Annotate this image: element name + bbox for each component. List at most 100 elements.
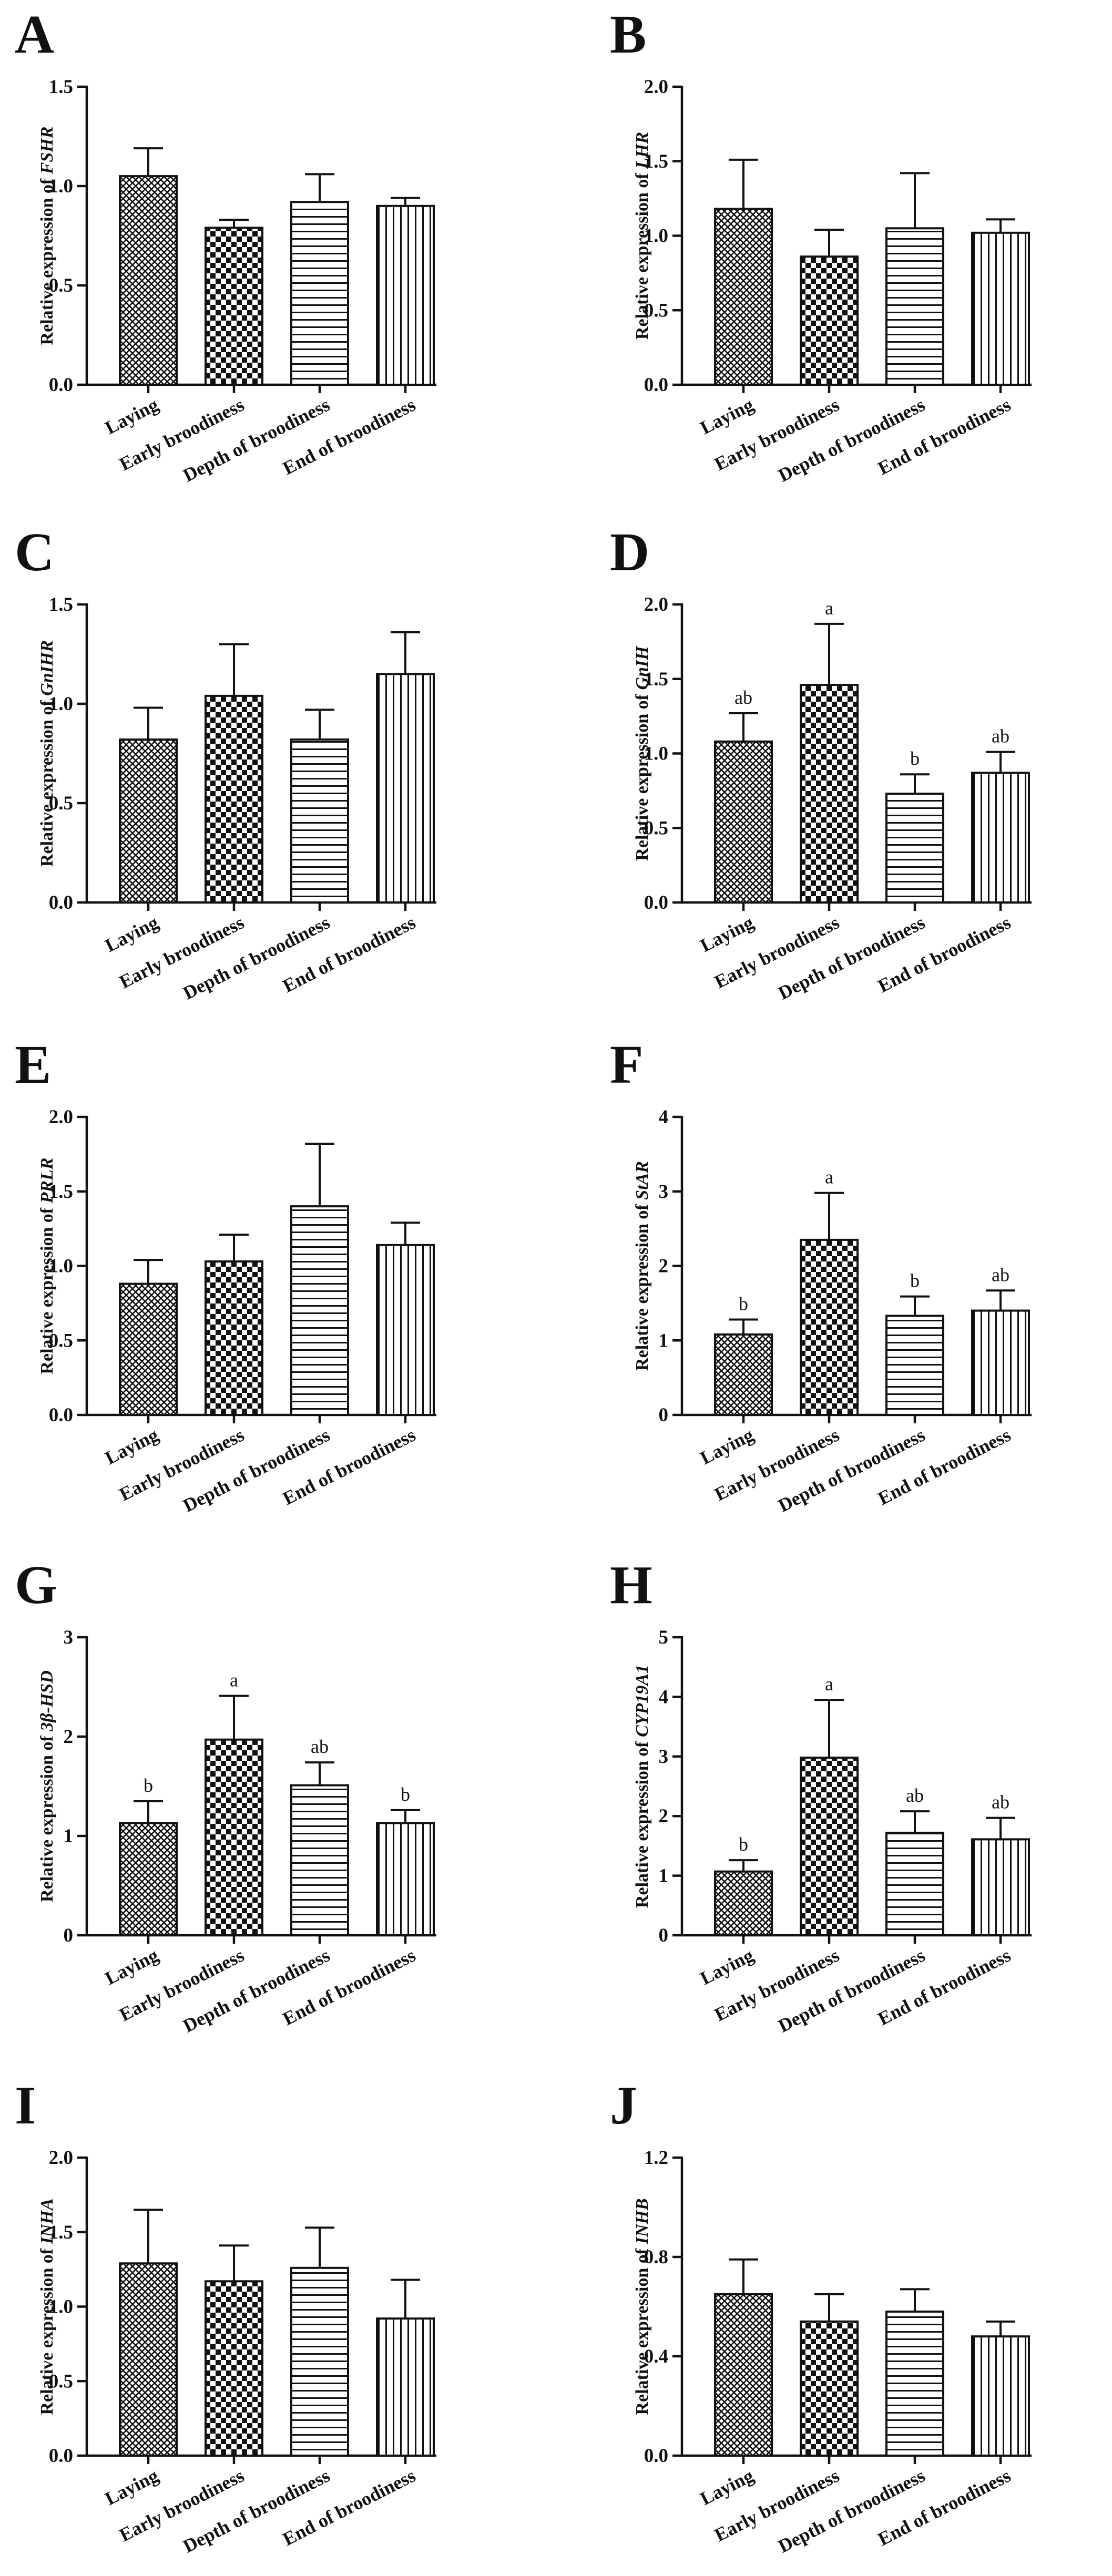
y-tick-label: 4 [659, 1106, 669, 1128]
y-axis-label: Relative expression of LHR [632, 132, 652, 340]
y-tick-label: 1.0 [644, 743, 668, 765]
bar-2 [205, 694, 263, 904]
y-tick-label: 1.5 [49, 2222, 73, 2243]
category-label: Laying [697, 1944, 757, 1989]
y-tick-label: 1.5 [49, 1181, 73, 1203]
bar-4 [971, 1838, 1030, 1937]
y-axis-label: Relative expression of PRLR [37, 1157, 57, 1374]
panel-I: I 0.0 0.5 1.0 1.5 2.0 Relative expression of I… [15, 2075, 436, 2557]
y-axis-label: Relative expression of FSHR [37, 127, 57, 345]
bar-2 [205, 2280, 263, 2457]
panel-G: G 0 1 2 3 Relative expression of 3β-HSD b Layin… [15, 1555, 436, 2037]
y-tick-label: 2 [659, 1256, 669, 1277]
bar-3 [290, 201, 349, 386]
bar-3 [885, 1315, 944, 1416]
y-tick-label: 4 [659, 1686, 669, 1708]
significance-letter: a [230, 1670, 238, 1691]
y-tick-label: 2 [659, 1805, 669, 1827]
panel-letter: C [15, 522, 54, 582]
y-tick-label: 0.0 [49, 892, 73, 914]
bar-1 [119, 1822, 178, 1936]
y-axis-label: Relative expression of GnIH [632, 645, 652, 861]
y-tick-label: 1.0 [49, 176, 73, 197]
y-tick-label: 0.5 [644, 300, 668, 321]
category-label: Laying [697, 1424, 757, 1469]
category-label: Depth of broodiness [180, 394, 333, 486]
bar-4 [376, 673, 435, 904]
y-axis-label: Relative expression of INHB [632, 2198, 652, 2415]
y-tick-label: 0.5 [49, 1330, 73, 1351]
panel-F: F 0 1 2 3 4 Relative expression of StAR b Laying… [610, 1034, 1032, 1516]
category-label: Laying [697, 394, 757, 438]
bar-1 [714, 208, 773, 386]
bar-2 [205, 227, 263, 386]
panel-letter: D [610, 522, 649, 582]
panel-H: H 0 1 2 3 4 5 Relative expression of CYP19A1 b La… [610, 1555, 1032, 2037]
y-tick-label: 5 [659, 1627, 669, 1648]
bar-3 [290, 1205, 349, 1416]
category-label: Laying [101, 1944, 161, 1989]
category-label: Depth of broodiness [775, 911, 929, 1003]
panel-A: A 0.0 0.5 1.0 1.5 Relative expression of FSHR… [15, 4, 436, 486]
y-tick-label: 1 [659, 1865, 669, 1887]
significance-letter: ab [992, 1264, 1009, 1285]
bar-4 [971, 231, 1030, 386]
bar-3 [290, 1784, 349, 1936]
category-label: Depth of broodiness [775, 2465, 929, 2557]
y-tick-label: 0.0 [644, 2445, 668, 2467]
y-tick-label: 2 [64, 1726, 74, 1748]
bar-4 [376, 1244, 435, 1416]
y-tick-label: 1 [64, 1825, 74, 1847]
category-label: Laying [101, 1424, 161, 1469]
y-tick-label: 1 [659, 1330, 669, 1351]
category-label: Laying [101, 394, 161, 438]
y-tick-label: 1.5 [49, 76, 73, 98]
y-tick-label: 0 [64, 1925, 74, 1946]
category-label: Laying [697, 911, 757, 956]
panel-letter: I [15, 2075, 36, 2136]
bar-3 [290, 738, 349, 904]
y-tick-label: 1.0 [644, 225, 668, 247]
y-axis-label: Relative expression of GnIHR [37, 640, 57, 867]
significance-letter: a [825, 598, 833, 619]
y-tick-label: 0.0 [49, 374, 73, 396]
bar-4 [376, 1822, 435, 1936]
y-tick-label: 0.4 [644, 2346, 668, 2367]
y-tick-label: 2.0 [49, 2147, 73, 2169]
y-axis-label: Relative expression of StAR [632, 1161, 652, 1371]
y-tick-label: 1.0 [49, 2296, 73, 2318]
y-tick-label: 0.0 [644, 892, 668, 914]
category-label: Depth of broodiness [775, 1424, 929, 1516]
y-tick-label: 1.5 [49, 594, 73, 615]
significance-letter: ab [992, 1792, 1009, 1813]
bar-2 [205, 1260, 263, 1416]
panel-letter: E [15, 1034, 51, 1095]
y-tick-label: 1.0 [49, 1256, 73, 1277]
bar-3 [885, 1831, 944, 1937]
bar-2 [800, 684, 859, 904]
category-label: Laying [697, 2465, 757, 2509]
significance-letter: ab [734, 687, 752, 708]
bar-1 [714, 1870, 773, 1936]
significance-letter: a [825, 1167, 833, 1188]
y-tick-label: 2.0 [644, 594, 668, 615]
bar-3 [885, 227, 944, 386]
category-label: Depth of broodiness [180, 2465, 333, 2557]
y-tick-label: 0.5 [49, 2370, 73, 2392]
bar-4 [971, 1309, 1030, 1416]
bar-4 [971, 772, 1030, 904]
bar-4 [376, 204, 435, 386]
y-tick-label: 0.0 [644, 374, 668, 396]
y-tick-label: 3 [659, 1181, 669, 1203]
panel-D: D 0.0 0.5 1.0 1.5 2.0 Relative expression of G… [610, 522, 1032, 1004]
y-tick-label: 0.8 [644, 2246, 668, 2268]
panel-letter: G [15, 1555, 57, 1615]
bar-3 [290, 2266, 349, 2457]
bar-3 [885, 793, 944, 904]
panel-B: B 0.0 0.5 1.0 1.5 2.0 Relative expression of L… [610, 4, 1032, 486]
bar-1 [714, 740, 773, 904]
bar-1 [119, 175, 178, 386]
category-label: Laying [101, 911, 161, 956]
bar-2 [800, 255, 859, 386]
